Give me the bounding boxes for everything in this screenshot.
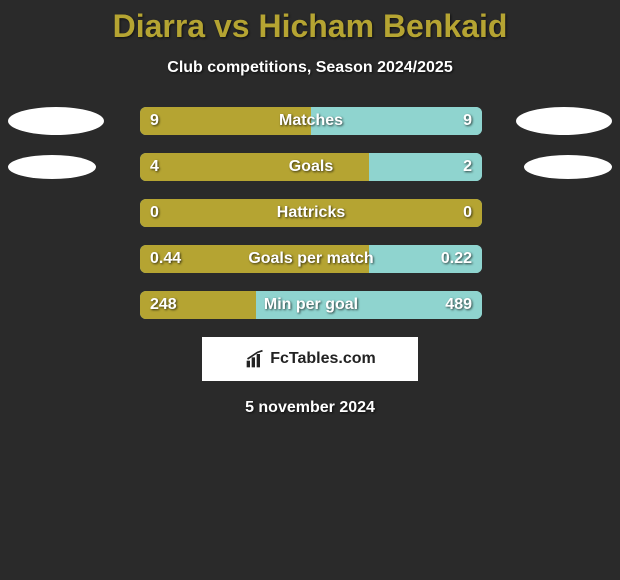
fctables-logo-icon — [244, 349, 266, 369]
stat-value-right: 9 — [463, 112, 472, 130]
date-label: 5 november 2024 — [0, 399, 620, 417]
stat-bar: 9 9 Matches — [140, 107, 482, 135]
stat-bar: 4 2 Goals — [140, 153, 482, 181]
stat-value-right: 0 — [463, 204, 472, 222]
stat-value-right: 0.22 — [441, 250, 472, 268]
stat-row: 248 489 Min per goal — [0, 291, 620, 319]
stat-value-left: 248 — [150, 296, 177, 314]
stat-label: Matches — [279, 112, 343, 130]
stat-value-right: 489 — [445, 296, 472, 314]
player-right-ellipse — [516, 107, 612, 135]
stat-label: Min per goal — [264, 296, 358, 314]
stat-value-left: 0.44 — [150, 250, 181, 268]
stat-row: 0.44 0.22 Goals per match — [0, 245, 620, 273]
stat-bar: 0 0 Hattricks — [140, 199, 482, 227]
stat-bar: 0.44 0.22 Goals per match — [140, 245, 482, 273]
footer-brand-text: FcTables.com — [270, 350, 376, 368]
player-left-ellipse — [8, 107, 104, 135]
stat-row: 9 9 Matches — [0, 107, 620, 135]
stat-label: Hattricks — [277, 204, 345, 222]
stat-value-left: 0 — [150, 204, 159, 222]
stats-chart: 9 9 Matches 4 2 Goals 0 0 Hattricks 0.44 0.22 Goals… — [0, 107, 620, 319]
stat-row: 0 0 Hattricks — [0, 199, 620, 227]
stat-bar-left-fill — [140, 153, 369, 181]
infographic-container: Diarra vs Hicham Benkaid Club competitio… — [0, 0, 620, 580]
footer-brand-box: FcTables.com — [202, 337, 418, 381]
player-left-ellipse — [8, 155, 96, 179]
player-right-ellipse — [524, 155, 612, 179]
stat-value-left: 9 — [150, 112, 159, 130]
stat-label: Goals — [289, 158, 333, 176]
stat-value-left: 4 — [150, 158, 159, 176]
stat-value-right: 2 — [463, 158, 472, 176]
stat-label: Goals per match — [248, 250, 373, 268]
stat-bar: 248 489 Min per goal — [140, 291, 482, 319]
subtitle: Club competitions, Season 2024/2025 — [0, 59, 620, 77]
stat-row: 4 2 Goals — [0, 153, 620, 181]
page-title: Diarra vs Hicham Benkaid — [0, 8, 620, 45]
